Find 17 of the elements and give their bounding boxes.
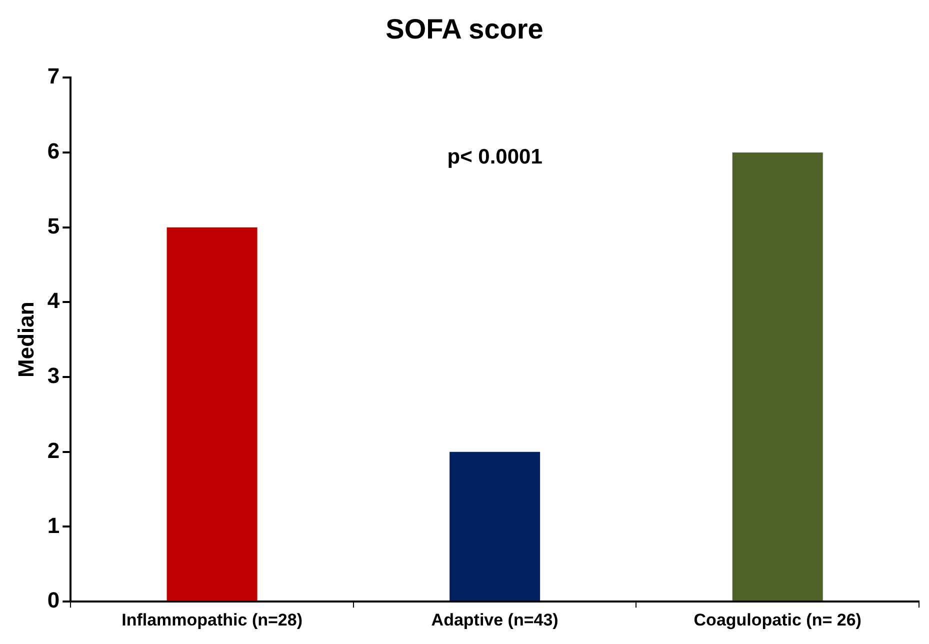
x-tick-label: Adaptive (n=43)	[431, 610, 558, 630]
y-tick-label: 3	[47, 363, 60, 388]
bar	[732, 152, 823, 601]
bar	[450, 452, 540, 601]
y-axis-title: Median	[13, 302, 38, 378]
y-tick-label: 7	[47, 64, 60, 89]
y-tick-label: 4	[47, 288, 60, 314]
y-tick-label: 5	[47, 213, 60, 238]
y-tick-label: 1	[47, 512, 60, 538]
y-tick-label: 6	[47, 138, 60, 164]
y-tick-label: 0	[47, 588, 60, 613]
chart-title: SOFA score	[386, 14, 544, 45]
x-tick-label: Coagulopatic (n= 26)	[694, 610, 862, 630]
bar	[166, 227, 258, 601]
annotation: p< 0.0001	[447, 145, 543, 168]
x-tick-label: Inflammopathic (n=28)	[122, 610, 302, 630]
y-tick-label: 2	[47, 438, 60, 463]
